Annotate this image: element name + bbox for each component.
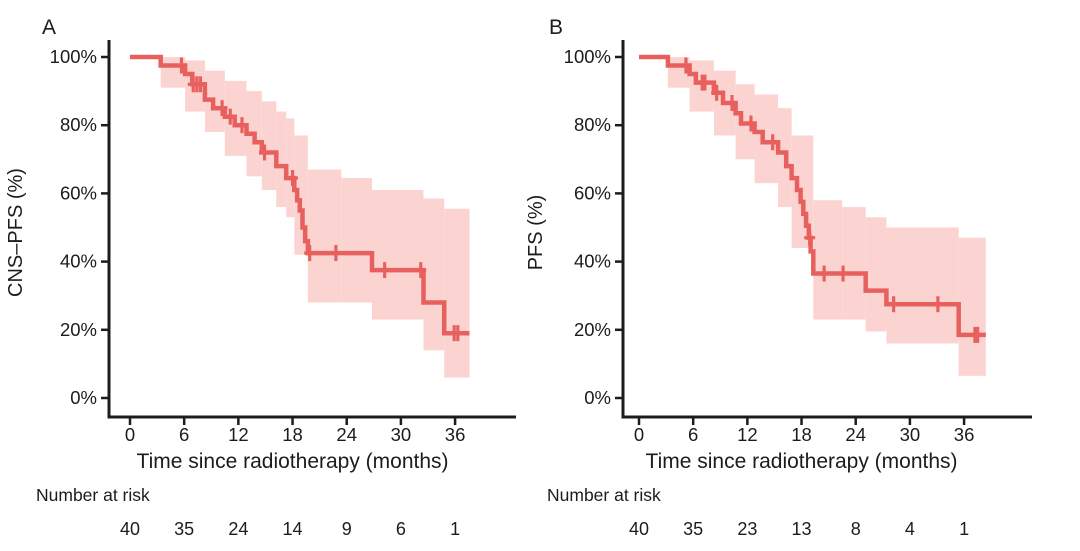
ci-band	[160, 57, 470, 378]
number-at-risk-value: 6	[396, 519, 406, 539]
number-at-risk-value: 4	[905, 519, 915, 539]
x-tick-label: 24	[336, 424, 357, 445]
y-tick-label: 60%	[574, 182, 611, 203]
x-tick-label: 18	[791, 424, 812, 445]
survival-curve	[130, 54, 470, 336]
x-tick-label: 24	[845, 424, 866, 445]
x-axis-title: Time since radiotherapy (months)	[646, 450, 958, 473]
censor-marks	[175, 57, 464, 342]
number-at-risk-value: 14	[283, 519, 303, 539]
y-tick-label: 100%	[50, 46, 97, 67]
y-tick-label: 40%	[574, 251, 611, 272]
ci-band-segment	[886, 227, 959, 344]
y-tick-label: 60%	[60, 182, 97, 203]
x-tick-label: 30	[391, 424, 412, 445]
ci-band-segment	[754, 94, 779, 184]
number-at-risk-value: 40	[120, 519, 140, 539]
panel-label: A	[42, 16, 56, 39]
x-tick-label: 12	[737, 424, 758, 445]
ci-band-segment	[842, 207, 866, 320]
y-axis-title: CNS–PFS (%)	[5, 168, 27, 297]
y-axis-title: PFS (%)	[525, 195, 547, 271]
number-at-risk-value: 24	[228, 519, 248, 539]
number-at-risk-value: 13	[792, 519, 812, 539]
number-at-risk-value: 40	[629, 519, 649, 539]
ci-band-segment	[307, 169, 342, 303]
ci-band-segment	[423, 198, 445, 351]
x-tick-label: 0	[634, 424, 644, 445]
y-tick-label: 40%	[60, 251, 97, 272]
y-tick-label: 0%	[70, 387, 97, 408]
ci-band-segment	[261, 101, 277, 190]
ci-band-segment	[341, 178, 373, 303]
ci-band-segment	[444, 208, 470, 378]
ci-band-segment	[286, 118, 295, 218]
y-tick-label: 0%	[584, 387, 611, 408]
x-tick-label: 36	[445, 424, 466, 445]
x-tick-label: 18	[282, 424, 303, 445]
number-at-risk-value: 35	[174, 519, 194, 539]
number-at-risk-value: 1	[450, 519, 460, 539]
y-tick-label: 20%	[60, 319, 97, 340]
km-panel-a: 100% 80% 60% 40% 20% 0% 0 6 12 18 24 30 36 A CNS–PFS (…	[5, 16, 516, 539]
x-tick-label: 30	[900, 424, 921, 445]
y-tick-label: 100%	[564, 46, 611, 67]
number-at-risk-label: Number at risk	[547, 485, 661, 505]
number-at-risk-label: Number at risk	[36, 485, 150, 505]
ci-band	[667, 57, 986, 376]
censor-marks	[680, 57, 984, 343]
ci-band-segment	[813, 200, 843, 320]
number-at-risk-value: 8	[851, 519, 861, 539]
y-tick-label: 80%	[60, 114, 97, 135]
x-tick-label: 0	[125, 424, 135, 445]
panel-label: B	[549, 16, 563, 39]
x-tick-label: 36	[954, 424, 975, 445]
survival-curve	[639, 54, 986, 338]
x-tick-label: 12	[228, 424, 249, 445]
ci-band-segment	[865, 217, 887, 332]
x-tick-label: 6	[179, 424, 189, 445]
number-at-risk-value: 9	[342, 519, 352, 539]
y-tick-label: 80%	[574, 114, 611, 135]
ci-band-segment	[958, 237, 986, 376]
number-at-risk-value: 1	[959, 519, 969, 539]
y-tick-label: 20%	[574, 319, 611, 340]
x-axis-title: Time since radiotherapy (months)	[137, 450, 449, 473]
x-tick-label: 6	[688, 424, 698, 445]
number-at-risk-value: 35	[683, 519, 703, 539]
number-at-risk-value: 23	[737, 519, 757, 539]
ci-band-segment	[372, 189, 424, 320]
ci-band-segment	[276, 111, 287, 208]
